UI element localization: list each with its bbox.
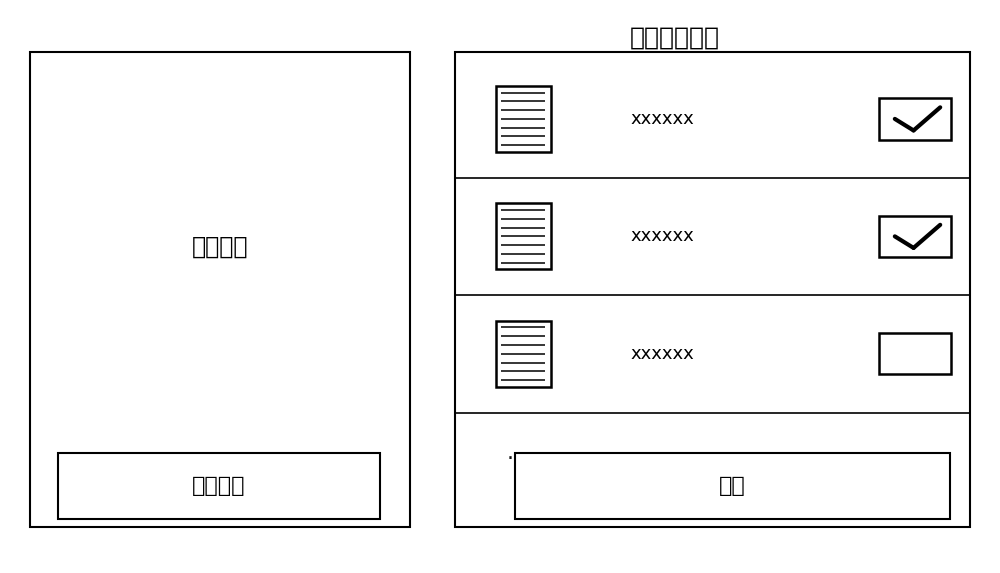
Bar xyxy=(879,216,951,257)
Text: 上传: 上传 xyxy=(719,476,746,496)
Bar xyxy=(515,453,950,519)
Bar xyxy=(58,453,380,519)
Bar xyxy=(30,52,410,527)
Text: xxxxxx: xxxxxx xyxy=(630,110,694,128)
Text: 选择本地文件: 选择本地文件 xyxy=(630,25,720,49)
Text: ......: ...... xyxy=(507,443,549,462)
Bar xyxy=(496,86,550,152)
Bar xyxy=(879,99,951,140)
Bar xyxy=(496,203,550,269)
Bar xyxy=(879,333,951,375)
Bar xyxy=(455,52,970,527)
Text: xxxxxx: xxxxxx xyxy=(630,345,694,363)
Text: xxxxxx: xxxxxx xyxy=(630,227,694,245)
Text: 上传文件: 上传文件 xyxy=(192,476,246,496)
Bar xyxy=(496,321,550,387)
Text: 网络存储: 网络存储 xyxy=(192,234,248,258)
